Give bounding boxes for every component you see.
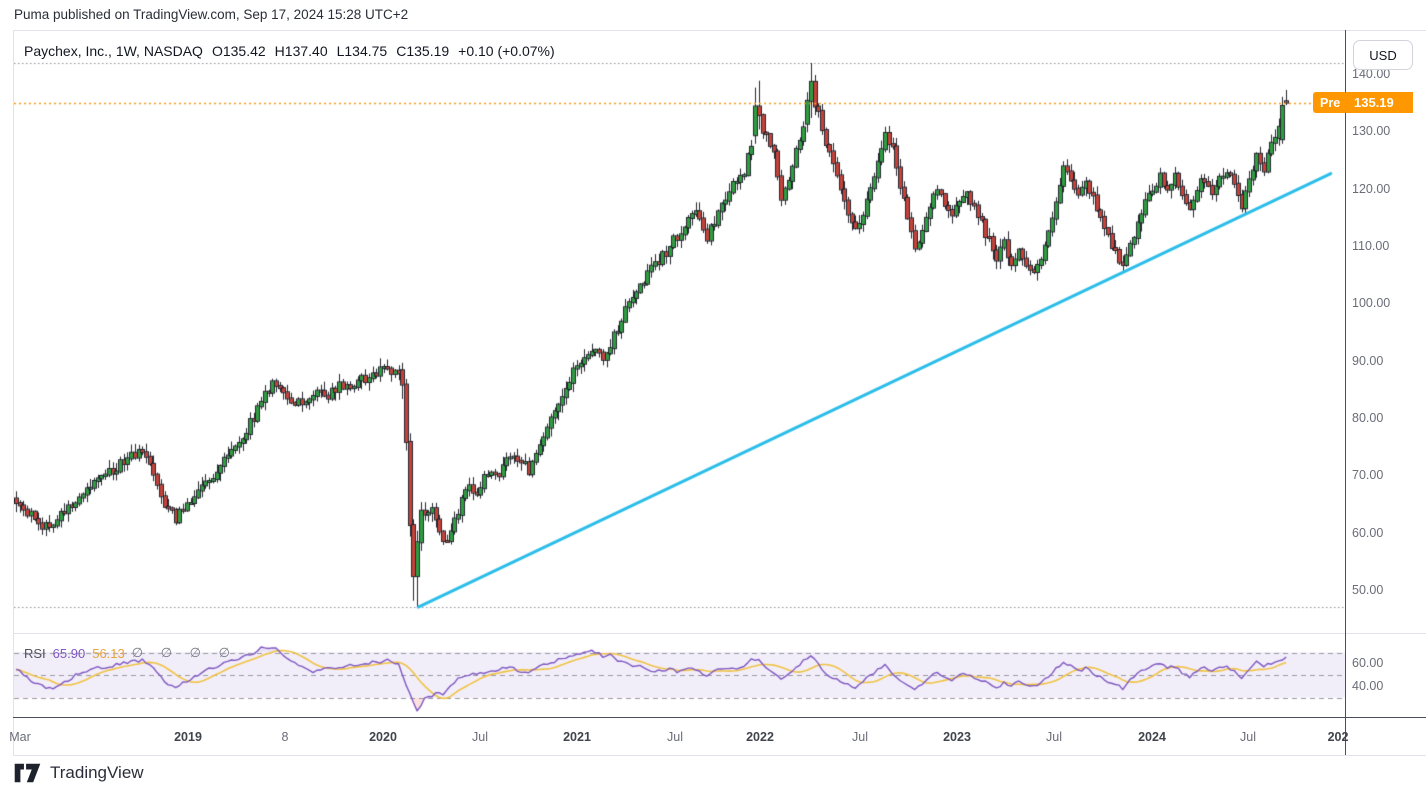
time-axis-line bbox=[13, 717, 1426, 718]
time-axis-label: 2019 bbox=[174, 730, 202, 744]
rsi-tick-label: 60.00 bbox=[1352, 656, 1384, 670]
symbol-legend: Paychex, Inc., 1W, NASDAQ O135.42 H137.40 L… bbox=[24, 43, 564, 59]
time-axis-label: 2024 bbox=[1138, 730, 1166, 744]
change-value: +0.10 (+0.07%) bbox=[458, 43, 555, 59]
time-axis-label: Jul bbox=[667, 730, 683, 744]
time-axis-label: Jul bbox=[852, 730, 868, 744]
tradingview-wordmark[interactable]: TradingView bbox=[50, 763, 144, 782]
symbol-title: Paychex, Inc., 1W, NASDAQ bbox=[24, 43, 203, 59]
rsi-indicator-title: RSI bbox=[24, 645, 46, 661]
time-axis-label: Jul bbox=[472, 730, 488, 744]
price-tick-label: 110.00 bbox=[1352, 239, 1390, 253]
time-axis-label: 202 bbox=[1327, 730, 1349, 744]
rsi-tick-label: 40.00 bbox=[1352, 679, 1384, 693]
time-axis-label: 2020 bbox=[369, 730, 397, 744]
time-axis-label: Jul bbox=[1046, 730, 1062, 744]
time-axis-label: 2022 bbox=[746, 730, 774, 744]
high-value: H137.40 bbox=[274, 43, 328, 59]
bottom-separator bbox=[13, 755, 1426, 756]
price-pane-canvas[interactable] bbox=[14, 30, 1345, 633]
price-tick-label: 130.00 bbox=[1352, 124, 1391, 138]
rsi-legend: RSI 65.90 56.13 ∅ ∅ ∅ ∅ bbox=[24, 645, 237, 661]
low-value: L134.75 bbox=[336, 43, 388, 59]
tradingview-footer[interactable]: TradingView bbox=[14, 762, 144, 784]
time-axis-label: Mar bbox=[9, 730, 31, 744]
price-tick-label: 70.00 bbox=[1352, 468, 1384, 482]
price-tick-label: 140.00 bbox=[1352, 67, 1391, 81]
price-tick-label: 120.00 bbox=[1352, 182, 1391, 196]
price-axis-line bbox=[1345, 30, 1346, 755]
price-tick-label: 60.00 bbox=[1352, 526, 1384, 540]
time-axis-label: 2023 bbox=[943, 730, 971, 744]
pane-separator[interactable] bbox=[13, 633, 1426, 634]
premarket-label-badge: Pre bbox=[1313, 92, 1348, 113]
currency-button[interactable]: USD bbox=[1353, 40, 1413, 70]
tradingview-logo-icon[interactable] bbox=[14, 762, 41, 784]
rsi-empty-value-icons: ∅ ∅ ∅ ∅ bbox=[131, 645, 237, 660]
rsi-ma-value: 56.13 bbox=[92, 645, 125, 661]
rsi-pane-canvas[interactable] bbox=[14, 633, 1345, 717]
price-tick-label: 100.00 bbox=[1352, 296, 1391, 310]
close-value: C135.19 bbox=[396, 43, 450, 59]
price-tick-label: 80.00 bbox=[1352, 411, 1384, 425]
time-axis-label: 8 bbox=[281, 730, 289, 744]
price-tick-label: 90.00 bbox=[1352, 354, 1384, 368]
time-axis-label: Jul bbox=[1240, 730, 1256, 744]
price-tick-label: 50.00 bbox=[1352, 583, 1384, 597]
time-axis-label: 2021 bbox=[563, 730, 591, 744]
open-value: O135.42 bbox=[211, 43, 266, 59]
rsi-value: 65.90 bbox=[52, 645, 86, 661]
publish-header: Puma published on TradingView.com, Sep 1… bbox=[14, 7, 409, 22]
premarket-price-badge: 135.19 bbox=[1346, 92, 1413, 113]
